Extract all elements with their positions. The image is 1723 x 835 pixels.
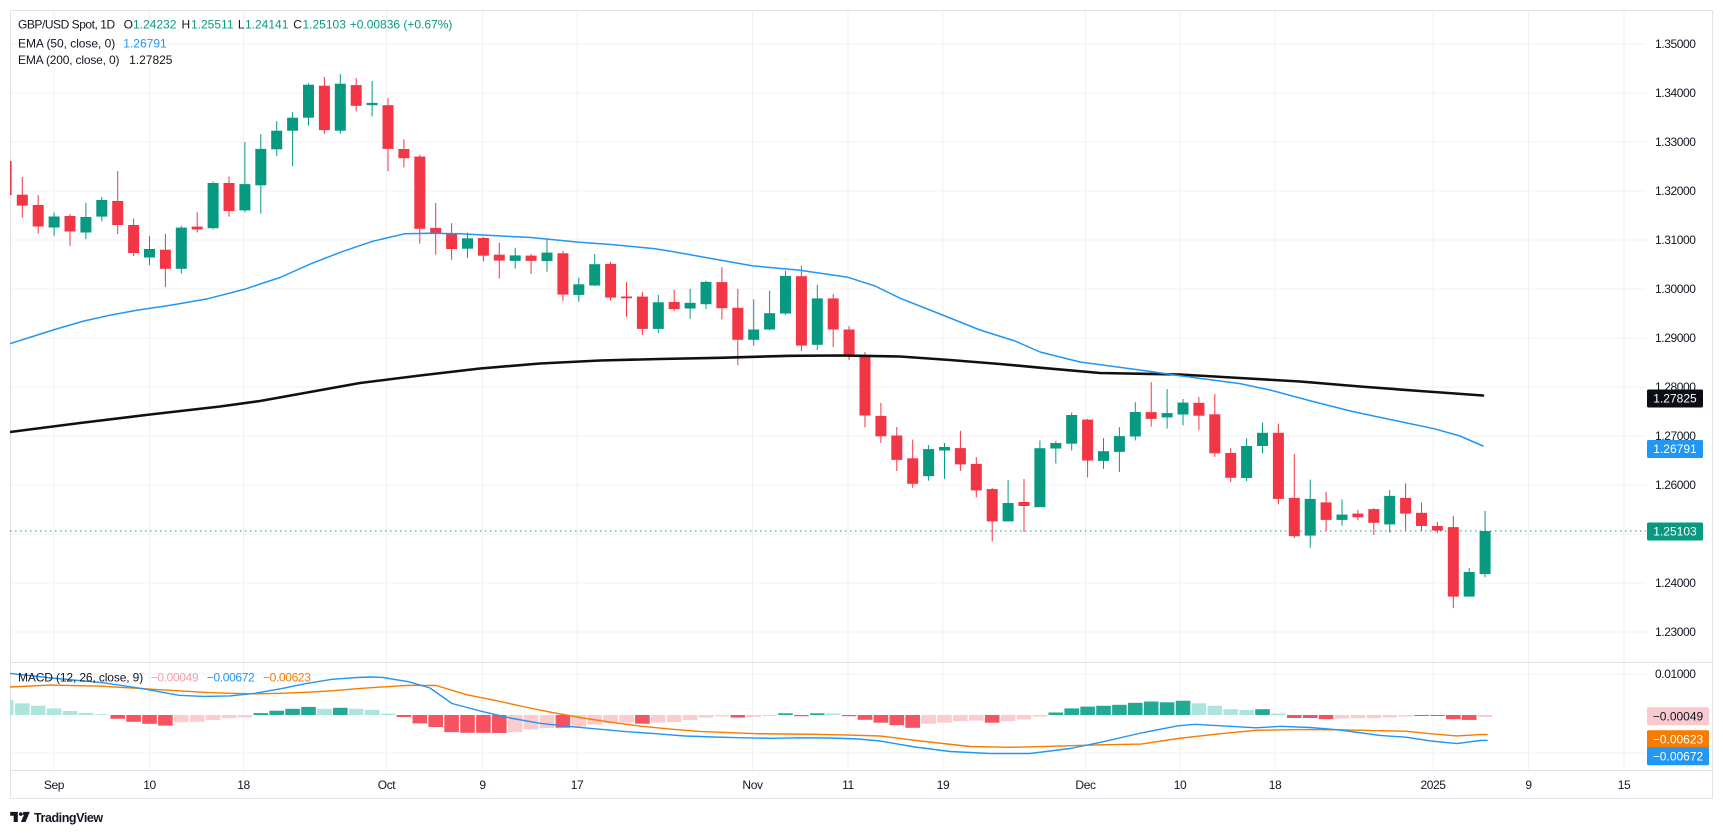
svg-text:Dec: Dec — [1075, 778, 1096, 792]
svg-text:−0.00672: −0.00672 — [1653, 749, 1704, 763]
svg-text:GBP/USD Spot, 1D: GBP/USD Spot, 1D — [18, 17, 115, 31]
svg-text:1.24141: 1.24141 — [245, 17, 289, 31]
svg-text:−0.00672: −0.00672 — [207, 670, 255, 684]
svg-text:TradingView: TradingView — [34, 811, 103, 825]
svg-text:1.26791: 1.26791 — [123, 36, 167, 50]
svg-text:1.35000: 1.35000 — [1655, 37, 1696, 51]
svg-text:1.34000: 1.34000 — [1655, 86, 1696, 100]
svg-text:−0.00049: −0.00049 — [1653, 709, 1704, 723]
svg-text:1.31000: 1.31000 — [1655, 233, 1696, 247]
svg-text:1.25103: 1.25103 — [303, 17, 347, 31]
svg-text:11: 11 — [842, 778, 854, 792]
svg-text:1.24000: 1.24000 — [1655, 576, 1696, 590]
svg-text:−0.00623: −0.00623 — [1653, 732, 1704, 746]
svg-text:0.01000: 0.01000 — [1655, 667, 1696, 681]
svg-text:1.25511: 1.25511 — [191, 17, 234, 31]
svg-text:1.30000: 1.30000 — [1655, 282, 1696, 296]
svg-text:EMA (200, close, 0): EMA (200, close, 0) — [18, 53, 119, 67]
svg-text:18: 18 — [237, 778, 250, 792]
svg-text:1.26000: 1.26000 — [1655, 478, 1696, 492]
svg-text:9: 9 — [1525, 778, 1532, 792]
svg-text:1.24232: 1.24232 — [133, 17, 177, 31]
svg-text:1.27825: 1.27825 — [129, 53, 173, 67]
svg-text:1.23000: 1.23000 — [1655, 625, 1696, 639]
svg-text:O: O — [124, 17, 133, 31]
svg-text:1.29000: 1.29000 — [1655, 331, 1696, 345]
svg-text:+0.00836 (+0.67%): +0.00836 (+0.67%) — [350, 17, 453, 31]
svg-text:1.27000: 1.27000 — [1655, 429, 1696, 443]
svg-text:10: 10 — [1174, 778, 1187, 792]
svg-text:2025: 2025 — [1420, 778, 1446, 792]
svg-text:9: 9 — [479, 778, 486, 792]
svg-text:1.33000: 1.33000 — [1655, 135, 1696, 149]
svg-text:Sep: Sep — [44, 778, 65, 792]
svg-text:10: 10 — [143, 778, 156, 792]
svg-text:C: C — [293, 17, 302, 31]
svg-text:1.26791: 1.26791 — [1653, 442, 1697, 456]
svg-text:1.32000: 1.32000 — [1655, 184, 1696, 198]
svg-text:17: 17 — [571, 778, 584, 792]
svg-text:Nov: Nov — [742, 778, 763, 792]
svg-text:H: H — [182, 17, 191, 31]
svg-text:1.27825: 1.27825 — [1653, 392, 1697, 406]
svg-text:−0.00049: −0.00049 — [151, 670, 199, 684]
svg-text:EMA (50, close, 0): EMA (50, close, 0) — [18, 36, 115, 50]
svg-text:L: L — [238, 17, 245, 31]
svg-text:−0.00623: −0.00623 — [263, 670, 311, 684]
svg-text:19: 19 — [937, 778, 950, 792]
svg-text:MACD (12, 26, close, 9): MACD (12, 26, close, 9) — [18, 670, 143, 684]
svg-text:1.25103: 1.25103 — [1653, 525, 1697, 539]
svg-text:18: 18 — [1269, 778, 1282, 792]
svg-text:Oct: Oct — [378, 778, 397, 792]
svg-text:15: 15 — [1618, 778, 1631, 792]
